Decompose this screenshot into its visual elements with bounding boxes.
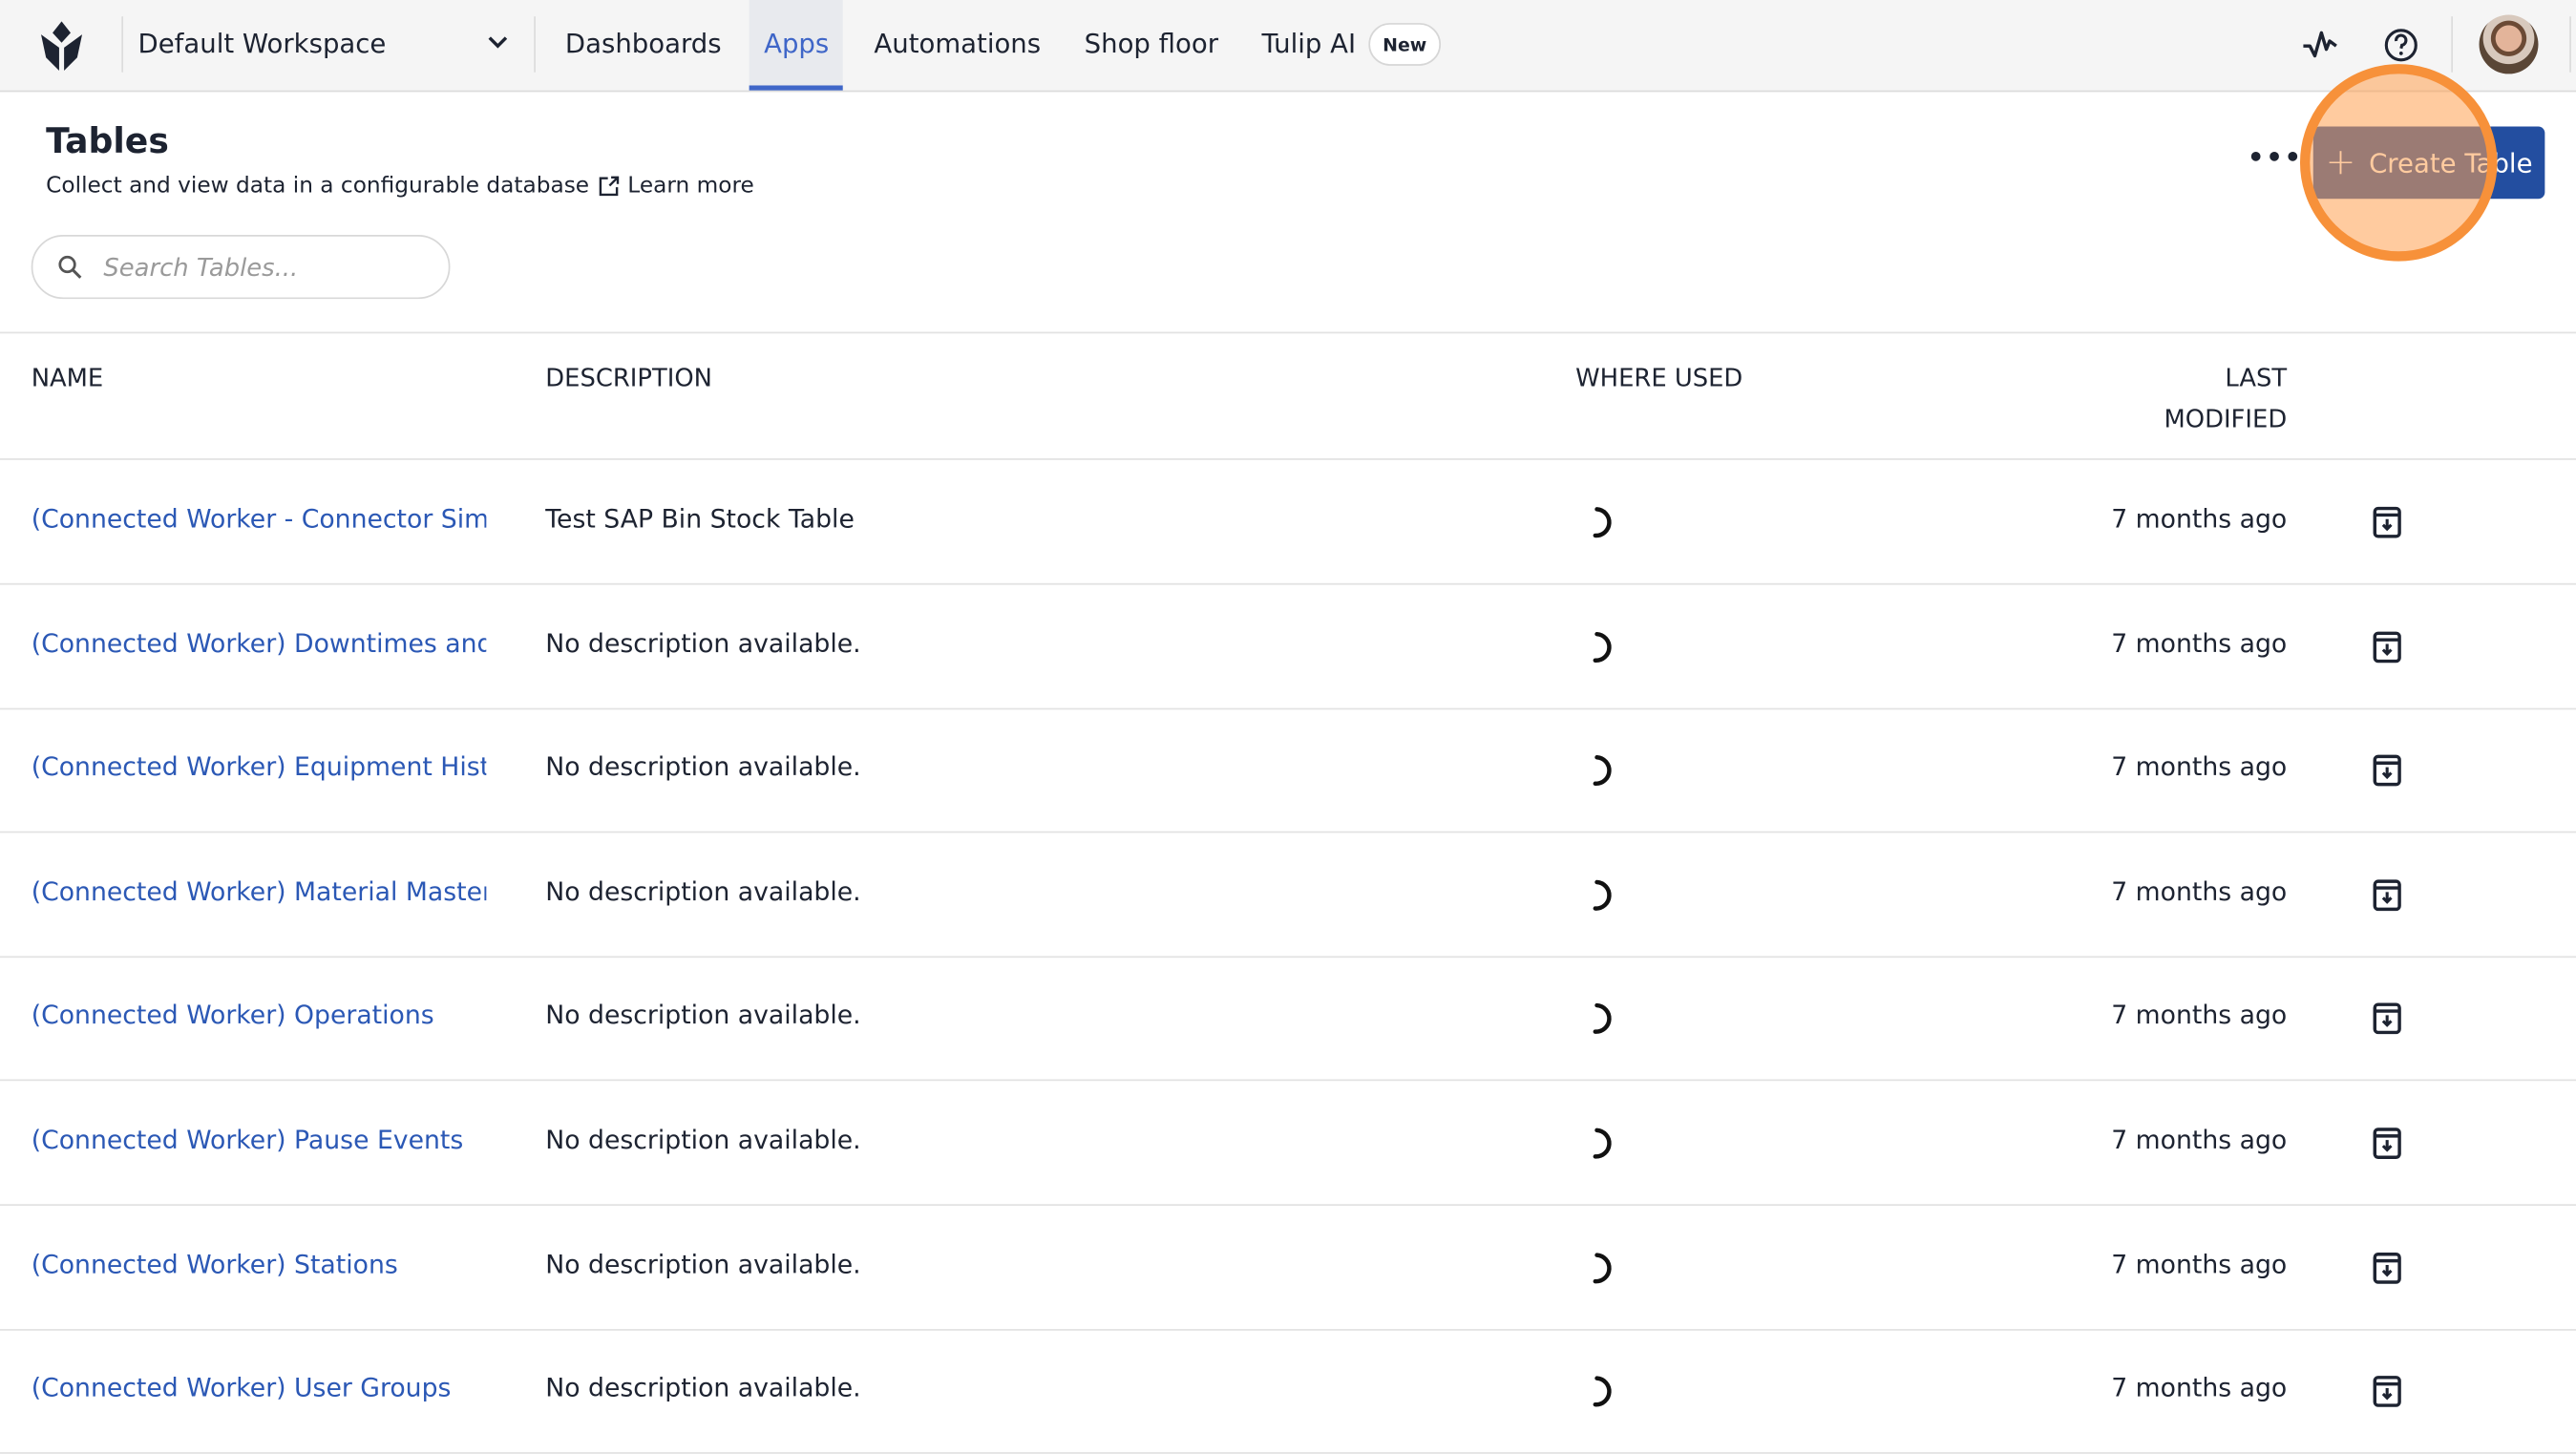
page-subtitle: Collect and view data in a configurable … [46, 172, 590, 200]
header-where-used: WHERE USED [1575, 363, 1743, 393]
loading-spinner-icon [1593, 1376, 1612, 1407]
table-row[interactable]: (Connected Worker) Stations No descriptio… [0, 1205, 2576, 1331]
top-navbar: Default Workspace Dashboards Apps Automa… [0, 0, 2576, 93]
archive-icon[interactable] [2373, 1251, 2402, 1284]
new-badge: New [1368, 23, 1442, 66]
search-input[interactable] [99, 250, 419, 284]
table-name-link[interactable]: (Connected Worker - Connector Simulator [31, 504, 487, 535]
nav-label: Apps [764, 28, 830, 59]
external-link-icon [599, 175, 620, 196]
header-last-modified[interactable]: LAST MODIFIED [2164, 358, 2287, 440]
nav-shop-floor[interactable]: Shop floor [1071, 0, 1233, 91]
nav-label: Automations [874, 28, 1042, 59]
help-icon[interactable] [2384, 28, 2418, 62]
header-last-modified-line2: MODIFIED [2164, 404, 2288, 434]
activity-pulse-icon[interactable] [2302, 28, 2338, 60]
table-name-link[interactable]: (Connected Worker) Material Master [31, 876, 487, 907]
table-row[interactable]: (Connected Worker) Pause Events No descri… [0, 1081, 2576, 1206]
last-modified: 7 months ago [2111, 628, 2288, 659]
loading-spinner-icon [1593, 631, 1612, 663]
last-modified: 7 months ago [2111, 752, 2288, 783]
last-modified: 7 months ago [2111, 504, 2288, 535]
workspace-selector[interactable]: Default Workspace [132, 0, 526, 91]
loading-spinner-icon [1593, 1252, 1612, 1283]
search-icon [58, 255, 82, 279]
nav-dashboards[interactable]: Dashboards [552, 0, 732, 91]
user-avatar[interactable] [2479, 14, 2539, 74]
table-description: No description available. [545, 876, 861, 907]
learn-more-link[interactable]: Learn more [598, 172, 754, 200]
nav-label: Dashboards [564, 28, 722, 59]
table-row[interactable]: (Connected Worker) Equipment History No d… [0, 708, 2576, 833]
last-modified: 7 months ago [2111, 1001, 2288, 1031]
loading-spinner-icon [1593, 879, 1612, 911]
create-table-label: Create Table [2369, 147, 2533, 179]
table-row[interactable]: (Connected Worker) Operations No descript… [0, 957, 2576, 1082]
table-description: No description available. [545, 1249, 861, 1279]
loading-spinner-icon [1593, 507, 1612, 538]
table-name-link[interactable]: (Connected Worker) Equipment History [31, 752, 487, 783]
nav-label: Tulip AI [1261, 28, 1357, 59]
nav-tulip-ai[interactable]: Tulip AI [1249, 0, 1446, 91]
header-description: DESCRIPTION [545, 363, 712, 393]
table-description: No description available. [545, 1125, 861, 1155]
last-modified: 7 months ago [2111, 876, 2288, 907]
search-box[interactable] [31, 235, 451, 300]
learn-more-label: Learn more [627, 172, 754, 200]
table-description: Test SAP Bin Stock Table [545, 504, 855, 535]
nav-automations[interactable]: Automations [861, 0, 1055, 91]
archive-icon[interactable] [2373, 630, 2402, 663]
table-header: NAME DESCRIPTION WHERE USED LAST MODIFIED [0, 331, 2576, 460]
table-row[interactable]: (Connected Worker) User Groups No descrip… [0, 1329, 2576, 1454]
table-description: No description available. [545, 752, 861, 783]
table-row[interactable]: (Connected Worker) Downtimes and Reasons… [0, 584, 2576, 709]
table-name-link[interactable]: (Connected Worker) Stations [31, 1249, 398, 1279]
loading-spinner-icon [1593, 1003, 1612, 1035]
table-description: No description available. [545, 1373, 861, 1403]
last-modified: 7 months ago [2111, 1125, 2288, 1155]
last-modified: 7 months ago [2111, 1249, 2288, 1279]
nav-label: Shop floor [1084, 28, 1219, 59]
table-description: No description available. [545, 1001, 861, 1031]
table-row[interactable]: (Connected Worker - Connector Simulator T… [0, 460, 2576, 585]
create-table-button[interactable]: + Create Table [2312, 126, 2545, 200]
page-title: Tables [46, 121, 169, 161]
archive-icon[interactable] [2373, 1127, 2402, 1159]
nav-apps[interactable]: Apps [749, 0, 843, 91]
workspace-name: Default Workspace [137, 28, 387, 59]
table-name-link[interactable]: (Connected Worker) User Groups [31, 1373, 452, 1403]
archive-icon[interactable] [2373, 878, 2402, 911]
more-options-icon[interactable]: ••• [2247, 140, 2303, 173]
table-name-link[interactable]: (Connected Worker) Pause Events [31, 1125, 464, 1155]
archive-icon[interactable] [2373, 1376, 2402, 1408]
table-description: No description available. [545, 628, 861, 659]
plus-icon: + [2325, 141, 2356, 183]
chevron-down-icon [488, 36, 508, 49]
table-name-link[interactable]: (Connected Worker) Downtimes and Reasons [31, 628, 487, 659]
last-modified: 7 months ago [2111, 1373, 2288, 1403]
table-row[interactable]: (Connected Worker) Material Master No des… [0, 832, 2576, 958]
tulip-logo-icon[interactable] [39, 21, 83, 71]
header-last-modified-line1: LAST [2225, 363, 2288, 393]
archive-icon[interactable] [2373, 754, 2402, 787]
archive-icon[interactable] [2373, 506, 2402, 538]
table-name-link[interactable]: (Connected Worker) Operations [31, 1001, 434, 1031]
archive-icon[interactable] [2373, 1002, 2402, 1035]
loading-spinner-icon [1593, 755, 1612, 787]
loading-spinner-icon [1593, 1127, 1612, 1159]
header-name[interactable]: NAME [31, 363, 104, 393]
